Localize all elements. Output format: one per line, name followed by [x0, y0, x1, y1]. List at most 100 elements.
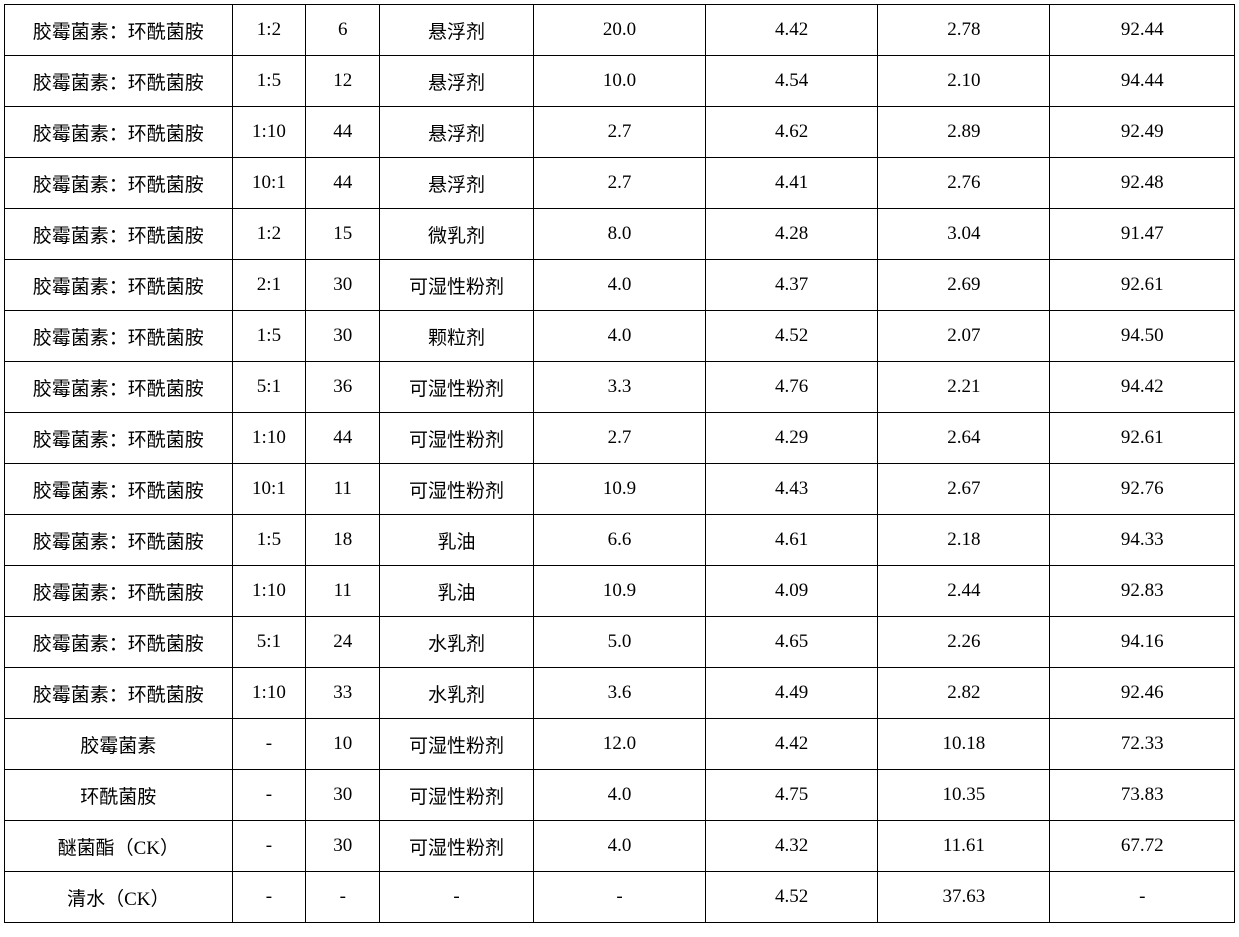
table-cell: 1:5 — [232, 311, 306, 362]
table-cell: 4.76 — [706, 362, 878, 413]
table-cell: 4.28 — [706, 209, 878, 260]
table-cell: 92.46 — [1050, 668, 1235, 719]
table-row: 胶霉菌素：环酰菌胺5:124水乳剂5.04.652.2694.16 — [5, 617, 1235, 668]
table-cell: 2.7 — [533, 107, 705, 158]
table-cell: 4.09 — [706, 566, 878, 617]
table-row: 醚菌酯（CK）-30可湿性粉剂4.04.3211.6167.72 — [5, 821, 1235, 872]
table-cell: 2.10 — [878, 56, 1050, 107]
table-cell: 胶霉菌素：环酰菌胺 — [5, 311, 233, 362]
table-cell: - — [533, 872, 705, 923]
table-cell: 胶霉菌素：环酰菌胺 — [5, 464, 233, 515]
table-cell: - — [306, 872, 380, 923]
table-cell: 4.65 — [706, 617, 878, 668]
table-row: 胶霉菌素：环酰菌胺5:136可湿性粉剂3.34.762.2194.42 — [5, 362, 1235, 413]
table-cell: 4.0 — [533, 260, 705, 311]
table-cell: 30 — [306, 260, 380, 311]
table-row: 胶霉菌素：环酰菌胺1:518乳油6.64.612.1894.33 — [5, 515, 1235, 566]
table-cell: 胶霉菌素：环酰菌胺 — [5, 413, 233, 464]
table-cell: 5:1 — [232, 362, 306, 413]
table-cell: 1:10 — [232, 413, 306, 464]
table-cell: 2.76 — [878, 158, 1050, 209]
table-cell: 1:5 — [232, 515, 306, 566]
table-cell: 12.0 — [533, 719, 705, 770]
table-cell: 33 — [306, 668, 380, 719]
table-cell: 清水（CK） — [5, 872, 233, 923]
table-cell: 可湿性粉剂 — [380, 260, 534, 311]
table-cell: 4.37 — [706, 260, 878, 311]
table-cell: 67.72 — [1050, 821, 1235, 872]
table-cell: 3.04 — [878, 209, 1050, 260]
table-cell: 2.82 — [878, 668, 1050, 719]
table-cell: 颗粒剂 — [380, 311, 534, 362]
table-cell: 10.0 — [533, 56, 705, 107]
table-row: 胶霉菌素：环酰菌胺10:111可湿性粉剂10.94.432.6792.76 — [5, 464, 1235, 515]
table-cell: 4.54 — [706, 56, 878, 107]
table-cell: 3.3 — [533, 362, 705, 413]
table-cell: 2.21 — [878, 362, 1050, 413]
table-cell: 44 — [306, 107, 380, 158]
table-cell: 44 — [306, 413, 380, 464]
table-cell: 72.33 — [1050, 719, 1235, 770]
table-cell: 水乳剂 — [380, 617, 534, 668]
table-cell: - — [232, 770, 306, 821]
table-cell: 4.52 — [706, 872, 878, 923]
table-cell: 94.44 — [1050, 56, 1235, 107]
table-cell: 11 — [306, 566, 380, 617]
table-row: 胶霉菌素：环酰菌胺1:1033水乳剂3.64.492.8292.46 — [5, 668, 1235, 719]
table-cell: 2.69 — [878, 260, 1050, 311]
table-cell: 8.0 — [533, 209, 705, 260]
table-cell: 乳油 — [380, 566, 534, 617]
table-cell: 1:2 — [232, 209, 306, 260]
table-cell: 92.49 — [1050, 107, 1235, 158]
table-cell: 2.44 — [878, 566, 1050, 617]
table-cell: 91.47 — [1050, 209, 1235, 260]
table-cell: 44 — [306, 158, 380, 209]
table-cell: 94.16 — [1050, 617, 1235, 668]
table-row: 清水（CK）----4.5237.63- — [5, 872, 1235, 923]
table-cell: 92.76 — [1050, 464, 1235, 515]
table-cell: 30 — [306, 821, 380, 872]
table-cell: 胶霉菌素：环酰菌胺 — [5, 158, 233, 209]
table-row: 胶霉菌素：环酰菌胺1:530颗粒剂4.04.522.0794.50 — [5, 311, 1235, 362]
table-row: 胶霉菌素-10可湿性粉剂12.04.4210.1872.33 — [5, 719, 1235, 770]
table-cell: 悬浮剂 — [380, 107, 534, 158]
table-cell: 可湿性粉剂 — [380, 362, 534, 413]
table-cell: 2.64 — [878, 413, 1050, 464]
table-cell: 2:1 — [232, 260, 306, 311]
table-cell: 4.43 — [706, 464, 878, 515]
table-cell: 环酰菌胺 — [5, 770, 233, 821]
table-cell: 4.49 — [706, 668, 878, 719]
table-cell: 10 — [306, 719, 380, 770]
table-cell: 可湿性粉剂 — [380, 719, 534, 770]
table-cell: 24 — [306, 617, 380, 668]
table-cell: 30 — [306, 770, 380, 821]
table-cell: 11 — [306, 464, 380, 515]
table-cell: 4.52 — [706, 311, 878, 362]
table-cell: 4.75 — [706, 770, 878, 821]
table-cell: 2.7 — [533, 158, 705, 209]
table-cell: 6.6 — [533, 515, 705, 566]
table-cell: 10:1 — [232, 158, 306, 209]
table-row: 胶霉菌素：环酰菌胺1:1044悬浮剂2.74.622.8992.49 — [5, 107, 1235, 158]
table-cell: 2.18 — [878, 515, 1050, 566]
table-cell: 4.0 — [533, 821, 705, 872]
table-cell: 18 — [306, 515, 380, 566]
table-cell: 10.9 — [533, 566, 705, 617]
table-cell: 胶霉菌素：环酰菌胺 — [5, 668, 233, 719]
table-cell: 1:10 — [232, 107, 306, 158]
table-cell: 1:5 — [232, 56, 306, 107]
table-row: 胶霉菌素：环酰菌胺1:512悬浮剂10.04.542.1094.44 — [5, 56, 1235, 107]
table-row: 胶霉菌素：环酰菌胺1:26悬浮剂20.04.422.7892.44 — [5, 5, 1235, 56]
table-cell: 11.61 — [878, 821, 1050, 872]
table-cell: 94.42 — [1050, 362, 1235, 413]
table-cell: 乳油 — [380, 515, 534, 566]
table-cell: 胶霉菌素：环酰菌胺 — [5, 56, 233, 107]
table-cell: 2.07 — [878, 311, 1050, 362]
table-cell: 可湿性粉剂 — [380, 770, 534, 821]
table-cell: 20.0 — [533, 5, 705, 56]
table-cell: 可湿性粉剂 — [380, 413, 534, 464]
table-cell: 水乳剂 — [380, 668, 534, 719]
table-cell: 15 — [306, 209, 380, 260]
table-cell: 1:10 — [232, 566, 306, 617]
table-row: 胶霉菌素：环酰菌胺1:1044可湿性粉剂2.74.292.6492.61 — [5, 413, 1235, 464]
